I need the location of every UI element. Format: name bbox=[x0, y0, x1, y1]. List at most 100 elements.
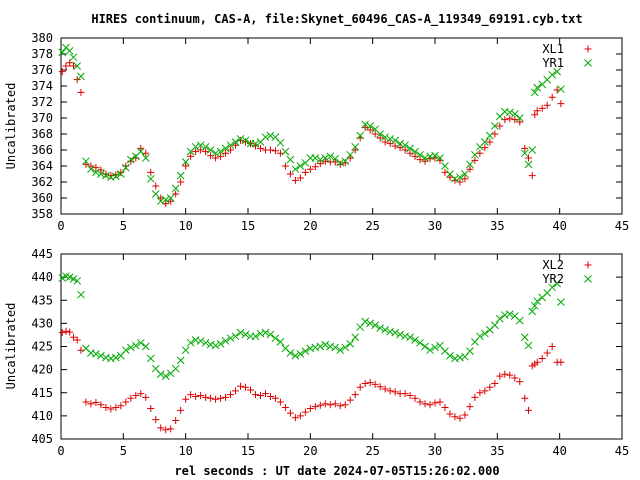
data-point bbox=[202, 393, 210, 401]
data-point bbox=[321, 157, 329, 165]
data-point bbox=[222, 149, 230, 157]
data-point bbox=[296, 174, 304, 182]
data-point bbox=[126, 155, 135, 164]
data-point bbox=[65, 46, 74, 55]
data-point bbox=[548, 283, 557, 292]
data-point bbox=[276, 149, 284, 157]
data-point bbox=[396, 330, 404, 339]
data-point bbox=[197, 392, 205, 400]
data-point bbox=[456, 414, 464, 422]
data-point bbox=[92, 168, 100, 177]
y-tick-label: 440 bbox=[31, 270, 53, 284]
data-point bbox=[271, 334, 280, 343]
data-point bbox=[406, 392, 414, 400]
y-tick-label: 372 bbox=[31, 95, 53, 109]
x-tick-label: 20 bbox=[303, 444, 317, 458]
data-point bbox=[77, 88, 85, 96]
data-point bbox=[331, 154, 340, 163]
data-point bbox=[241, 330, 250, 339]
data-point bbox=[281, 147, 290, 156]
data-point bbox=[446, 410, 454, 418]
data-point bbox=[227, 146, 235, 154]
legend-marker bbox=[584, 59, 592, 67]
x-tick-label: 35 bbox=[490, 219, 504, 233]
data-point bbox=[127, 394, 135, 402]
data-point bbox=[286, 170, 294, 178]
y-tick-label: 420 bbox=[31, 363, 53, 377]
data-point bbox=[528, 307, 537, 316]
data-point bbox=[241, 136, 250, 145]
data-point bbox=[426, 401, 434, 409]
data-point bbox=[87, 400, 95, 408]
x-tick-label: 0 bbox=[57, 444, 64, 458]
data-point bbox=[426, 346, 434, 355]
data-point bbox=[291, 351, 300, 360]
data-point bbox=[69, 333, 77, 341]
data-point bbox=[506, 115, 514, 123]
x-tick-label: 30 bbox=[428, 444, 442, 458]
data-point bbox=[515, 316, 524, 325]
data-point bbox=[261, 390, 269, 398]
data-point bbox=[530, 301, 539, 310]
data-point bbox=[366, 126, 374, 134]
data-point bbox=[201, 142, 210, 151]
data-point bbox=[371, 380, 379, 388]
data-point bbox=[356, 383, 364, 391]
data-point bbox=[533, 358, 541, 366]
y-axis-label-top: Uncalibrated bbox=[4, 83, 18, 170]
y-tick-label: 370 bbox=[31, 111, 53, 125]
data-point bbox=[296, 350, 305, 358]
data-point bbox=[107, 172, 115, 180]
data-point bbox=[446, 351, 454, 360]
data-point bbox=[491, 130, 499, 138]
x-tick-label: 35 bbox=[490, 444, 504, 458]
data-point bbox=[501, 370, 509, 378]
data-point bbox=[331, 158, 339, 166]
x-tick-label: 45 bbox=[615, 219, 629, 233]
data-point bbox=[181, 158, 190, 166]
data-point bbox=[361, 317, 370, 326]
data-point bbox=[521, 394, 529, 402]
data-point bbox=[271, 394, 279, 402]
data-point bbox=[510, 110, 519, 118]
data-point bbox=[87, 349, 95, 357]
plot-area-top: 358 360 362 364 366 368 370 372 374 376 378 380 0 5 10… bbox=[31, 31, 629, 233]
data-point bbox=[237, 136, 245, 144]
x-tick-label: 10 bbox=[178, 444, 192, 458]
data-point bbox=[266, 146, 274, 154]
data-point bbox=[466, 403, 474, 411]
data-point bbox=[485, 131, 494, 140]
data-point bbox=[73, 336, 81, 344]
y-tick-label: 430 bbox=[31, 316, 53, 330]
data-point bbox=[261, 133, 270, 142]
data-point bbox=[511, 374, 519, 382]
data-point bbox=[491, 380, 499, 387]
data-point bbox=[116, 170, 125, 178]
data-point bbox=[156, 370, 165, 379]
data-point bbox=[421, 157, 429, 165]
data-point bbox=[356, 131, 365, 140]
data-point bbox=[77, 290, 85, 299]
data-point bbox=[391, 388, 399, 396]
data-point bbox=[495, 314, 504, 323]
x-tick-label: 5 bbox=[120, 444, 127, 458]
data-point bbox=[524, 341, 533, 350]
data-point bbox=[82, 160, 90, 168]
data-point bbox=[212, 154, 220, 162]
data-point bbox=[381, 133, 389, 142]
data-point bbox=[82, 157, 90, 166]
data-point bbox=[466, 347, 474, 355]
data-point bbox=[137, 144, 145, 152]
data-point bbox=[441, 162, 449, 170]
data-point bbox=[256, 392, 264, 400]
x-tick-label: 25 bbox=[365, 444, 379, 458]
data-point bbox=[97, 351, 105, 360]
data-point bbox=[401, 390, 409, 398]
data-point bbox=[456, 353, 464, 362]
data-point bbox=[58, 329, 66, 337]
x-tick-label: 15 bbox=[241, 444, 255, 458]
data-point bbox=[557, 358, 565, 366]
data-point bbox=[122, 398, 130, 406]
data-point bbox=[421, 154, 429, 162]
data-point bbox=[276, 398, 284, 406]
